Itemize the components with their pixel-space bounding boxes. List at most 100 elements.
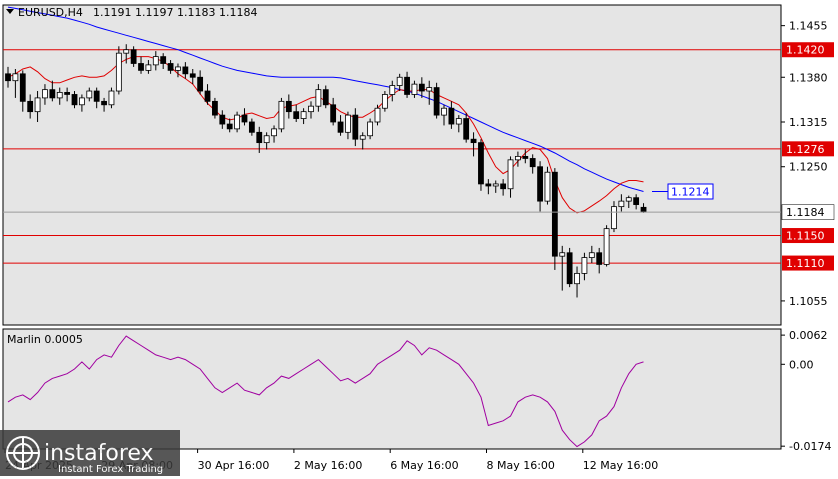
candle-body	[492, 183, 499, 187]
symbol-label: EURUSD,H4	[18, 6, 83, 19]
time-tick-label: 8 May 16:00	[487, 459, 555, 472]
candle-body	[101, 100, 107, 106]
price-tick-label: 1.1315	[789, 116, 828, 129]
current-price-label-box	[781, 204, 835, 220]
candle-body	[123, 49, 130, 54]
candle-body	[138, 63, 144, 71]
candle-body	[300, 111, 307, 119]
candle-body	[404, 76, 410, 95]
candle-body	[278, 100, 285, 130]
candle-body	[522, 155, 529, 159]
candle-body	[219, 114, 226, 125]
candle-body	[271, 128, 277, 137]
symbol-dropdown-icon[interactable]	[6, 9, 14, 14]
oscillator-tick-label: 0.0062	[789, 329, 828, 342]
candle-body	[152, 56, 159, 66]
level-label: 1.1150	[786, 230, 825, 243]
candle-body	[566, 252, 573, 285]
candle-body	[411, 83, 418, 95]
candle-body	[12, 73, 19, 82]
level-label-box	[782, 141, 834, 157]
candle-body	[374, 107, 381, 123]
candle-body	[470, 138, 477, 144]
candle-body	[322, 89, 329, 106]
candle-body	[204, 90, 211, 102]
candle-body	[49, 89, 56, 99]
candle-body	[330, 104, 337, 123]
candle-body	[433, 87, 440, 116]
candle-body	[367, 121, 374, 137]
candle-body	[145, 64, 152, 71]
candle-body	[551, 171, 558, 257]
candle-body	[263, 135, 270, 144]
candle-body	[248, 121, 255, 133]
candle-body	[130, 49, 137, 64]
candle-body	[189, 73, 196, 78]
price-tick-label: 1.1250	[789, 161, 828, 174]
candle-body	[418, 83, 425, 92]
candle-body	[396, 76, 403, 86]
price-tick-label: 1.1455	[789, 20, 828, 33]
price-tick-label: 1.1055	[789, 295, 828, 308]
candle-body	[640, 206, 647, 213]
candle-body	[485, 183, 492, 187]
candle-body	[86, 90, 93, 99]
candle-body	[500, 183, 507, 190]
candle-body	[71, 94, 78, 106]
quote-values: 1.1191 1.1197 1.1183 1.1184	[93, 6, 257, 19]
oscillator-label: Marlin 0.0005	[7, 333, 83, 346]
candle-body	[596, 252, 603, 265]
candle-body	[226, 123, 233, 130]
candle-body	[64, 91, 71, 95]
candle-body	[625, 197, 632, 202]
candle-body	[212, 100, 218, 116]
candle-body	[197, 76, 204, 92]
ma-callout-box	[667, 183, 714, 200]
oscillator-tick-label: 0.00	[789, 358, 814, 371]
candle-body	[507, 159, 514, 190]
oscillator-panel	[2, 328, 782, 450]
time-tick-label: 6 May 16:00	[390, 459, 458, 472]
time-tick-label: 2 May 16:00	[294, 459, 362, 472]
candle-body	[256, 131, 263, 144]
candle-body	[234, 114, 240, 130]
candle-body	[515, 155, 521, 161]
candle-body	[352, 114, 359, 140]
candle-body	[285, 100, 292, 113]
ma-callout-label: 1.1214	[671, 185, 710, 198]
candle-body	[381, 94, 388, 109]
level-label: 1.1420	[786, 44, 825, 57]
candle-body	[426, 87, 433, 92]
candle-body	[559, 252, 566, 257]
candle-body	[529, 158, 536, 168]
level-label-box	[782, 42, 834, 58]
candle-body	[359, 135, 366, 140]
candle-body	[160, 56, 167, 64]
candle-body	[175, 66, 181, 71]
candle-body	[115, 52, 122, 92]
candle-body	[581, 257, 588, 274]
candle-body	[544, 171, 551, 202]
candle-body	[293, 111, 300, 119]
candle-body	[308, 105, 314, 113]
candle-body	[27, 100, 34, 113]
level-label: 1.1276	[786, 143, 825, 156]
candle-body	[79, 97, 85, 106]
ma-slow-line	[7, 6, 644, 192]
level-label-box	[782, 228, 834, 244]
current-price-label: 1.1184	[786, 206, 825, 219]
watermark-brand: instaforex	[44, 441, 154, 466]
oscillator-line	[7, 335, 644, 448]
candle-body	[478, 142, 484, 185]
candle-body	[241, 114, 248, 123]
candle-body	[537, 166, 543, 202]
candle-body	[633, 197, 640, 205]
candle-body	[574, 272, 580, 285]
candle-body	[588, 252, 595, 258]
time-tick-label: 12 May 16:00	[583, 459, 658, 472]
candle-body	[167, 63, 174, 71]
time-tick-label: 30 Apr 16:00	[198, 459, 270, 472]
candle-body	[345, 114, 351, 133]
candle-body	[389, 85, 396, 95]
